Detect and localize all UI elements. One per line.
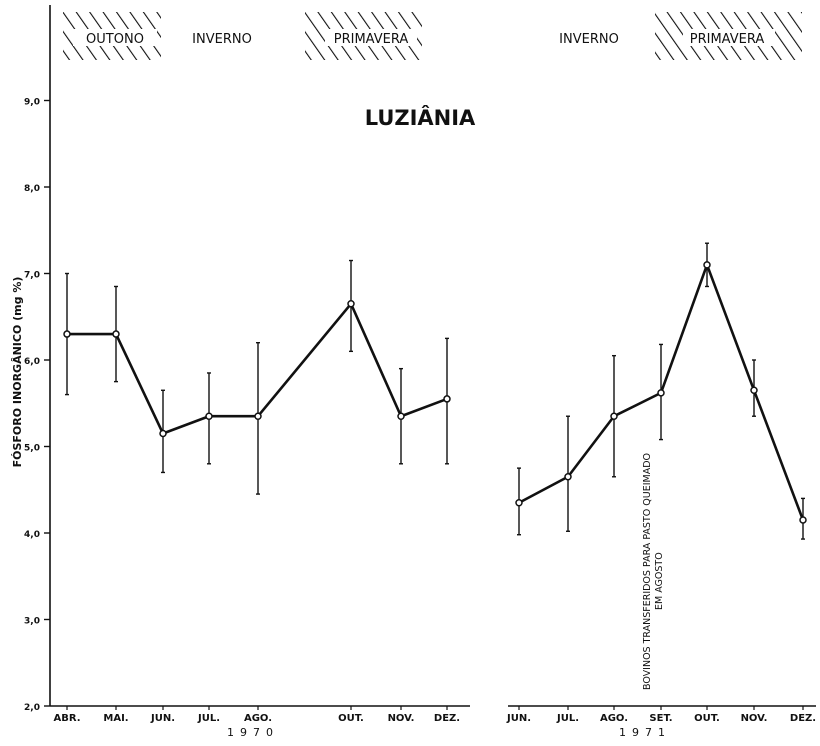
x-tick-label-1970-0: ABR. xyxy=(53,713,80,724)
data-point-1970-0 xyxy=(64,331,70,337)
season-label-inverno-1970: INVERNO xyxy=(192,32,252,47)
y-tick-label-5: 7,0 xyxy=(24,271,40,281)
y-tick-label-6: 8,0 xyxy=(24,184,40,194)
year-label-1970: 1970 xyxy=(227,726,279,739)
season-label-primavera-1971: PRIMAVERA xyxy=(690,32,765,47)
x-tick-label-1971-5: NOV. xyxy=(741,713,768,724)
x-tick-label-1971-1: JUL. xyxy=(556,713,579,724)
data-point-1971-6 xyxy=(800,517,806,523)
x-tick-label-1970-1: MAI. xyxy=(103,713,128,724)
data-point-1970-6 xyxy=(398,413,404,419)
data-point-1970-5 xyxy=(348,301,354,307)
x-tick-label-1971-2: AGO. xyxy=(600,713,628,724)
x-tick-label-1970-6: NOV. xyxy=(388,713,415,724)
x-tick-label-1971-6: DEZ. xyxy=(790,713,816,724)
x-tick-label-1970-2: JUN. xyxy=(150,713,175,724)
season-label-primavera-1970: PRIMAVERA xyxy=(334,32,409,47)
data-point-1971-0 xyxy=(516,500,522,506)
x-tick-label-1971-0: JUN. xyxy=(506,713,531,724)
x-tick-label-1970-4: AGO. xyxy=(244,713,272,724)
chart-marks: 2,0 3,0 4,0 5,0 6,0 7,0 8,0 9,0 ABR. MAI. JUN. JUL.… xyxy=(24,98,816,725)
data-point-1971-2 xyxy=(611,413,617,419)
season-label-inverno-1971: INVERNO xyxy=(559,32,619,47)
x-tick-label-1971-4: OUT. xyxy=(694,713,720,724)
data-point-1971-1 xyxy=(565,474,571,480)
data-point-1970-7 xyxy=(444,396,450,402)
x-tick-label-1970-5: OUT. xyxy=(338,713,364,724)
y-tick-label-1: 3,0 xyxy=(24,617,40,627)
y-axis-label: FÓSFORO INORGÂNICO (mg %) xyxy=(11,277,24,468)
data-point-1970-4 xyxy=(255,413,261,419)
y-tick-label-4: 6,0 xyxy=(24,357,40,367)
data-point-1971-5 xyxy=(751,387,757,393)
annotation-line-2: EM AGOSTO xyxy=(654,552,665,610)
annotation-line-1: BOVINOS TRANSFERIDOS PARA PASTO QUEIMADO xyxy=(642,453,653,690)
chart-title: LUZIÂNIA xyxy=(365,105,476,130)
season-label-outono: OUTONO xyxy=(86,32,144,47)
data-point-1971-3 xyxy=(658,390,664,396)
x-tick-label-1971-3: SET. xyxy=(649,713,672,724)
y-tick-label-2: 4,0 xyxy=(24,530,40,540)
year-label-1971: 1971 xyxy=(619,726,671,739)
data-point-1971-4 xyxy=(704,262,710,268)
data-point-1970-1 xyxy=(113,331,119,337)
y-tick-label-3: 5,0 xyxy=(24,444,40,454)
y-tick-label-7: 9,0 xyxy=(24,98,40,108)
x-tick-label-1970-7: DEZ. xyxy=(434,713,460,724)
y-tick-label-0: 2,0 xyxy=(24,703,40,713)
x-tick-label-1970-3: JUL. xyxy=(197,713,220,724)
data-point-1970-2 xyxy=(160,431,166,437)
data-point-1970-3 xyxy=(206,413,212,419)
